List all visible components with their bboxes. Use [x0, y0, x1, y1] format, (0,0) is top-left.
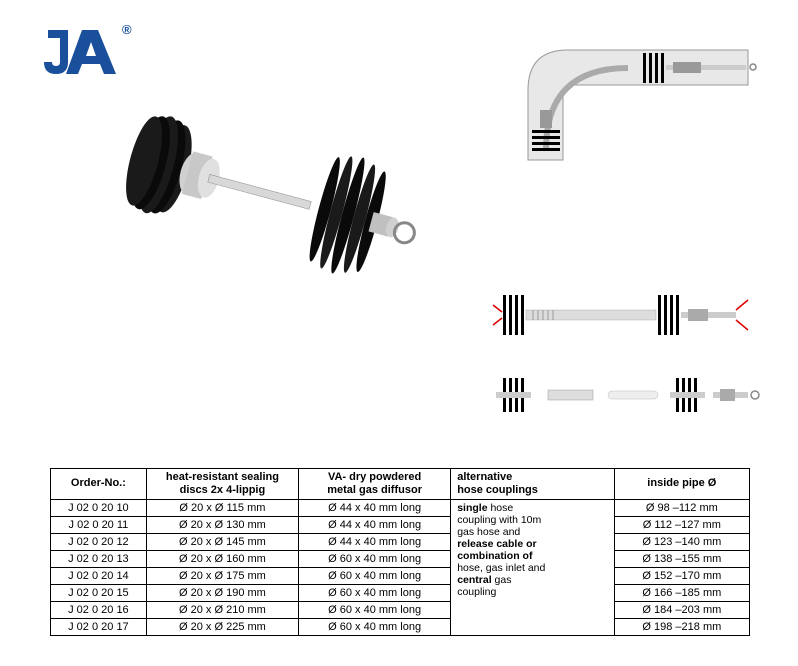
table-row: J 02 0 20 14Ø 20 x Ø 175 mmØ 60 x 40 mm …	[51, 568, 750, 585]
product-table: Order-No.: heat-resistant sealing discs …	[50, 468, 750, 636]
cell-pipe: Ø 112 –127 mm	[614, 517, 749, 534]
diagram-pipe-elbow	[488, 30, 768, 170]
header-text: heat-resistant sealing	[166, 471, 279, 483]
table-row: J 02 0 20 15Ø 20 x Ø 190 mmØ 60 x 40 mm …	[51, 585, 750, 602]
cell-order: J 02 0 20 10	[51, 500, 147, 517]
cell-order: J 02 0 20 15	[51, 585, 147, 602]
diagram-exploded	[488, 370, 768, 420]
cell-pipe: Ø 98 –112 mm	[614, 500, 749, 517]
cell-diffusor: Ø 60 x 40 mm long	[299, 585, 451, 602]
cell-diffusor: Ø 44 x 40 mm long	[299, 517, 451, 534]
header-text: hose couplings	[457, 484, 538, 496]
cell-sealing: Ø 20 x Ø 160 mm	[146, 551, 298, 568]
brand-logo	[40, 30, 120, 85]
cell-pipe: Ø 166 –185 mm	[614, 585, 749, 602]
cell-sealing: Ø 20 x Ø 175 mm	[146, 568, 298, 585]
table-row: J 02 0 20 12Ø 20 x Ø 145 mmØ 44 x 40 mm …	[51, 534, 750, 551]
table-row: J 02 0 20 13Ø 20 x Ø 160 mmØ 60 x 40 mm …	[51, 551, 750, 568]
table-header-diffusor: VA- dry powdered metal gas diffusor	[299, 468, 451, 499]
cell-diffusor: Ø 60 x 40 mm long	[299, 568, 451, 585]
cell-diffusor: Ø 60 x 40 mm long	[299, 551, 451, 568]
table-row: J 02 0 20 11Ø 20 x Ø 130 mmØ 44 x 40 mm …	[51, 517, 750, 534]
cell-pipe: Ø 152 –170 mm	[614, 568, 749, 585]
cell-sealing: Ø 20 x Ø 190 mm	[146, 585, 298, 602]
table-header-order: Order-No.:	[51, 468, 147, 499]
cell-pipe: Ø 198 –218 mm	[614, 619, 749, 636]
table-row: J 02 0 20 16Ø 20 x Ø 210 mmØ 60 x 40 mm …	[51, 602, 750, 619]
cell-diffusor: Ø 60 x 40 mm long	[299, 619, 451, 636]
cell-sealing: Ø 20 x Ø 210 mm	[146, 602, 298, 619]
cell-sealing: Ø 20 x Ø 115 mm	[146, 500, 298, 517]
header-text: VA- dry powdered	[328, 471, 421, 483]
table-header-coupling: alternative hose couplings	[451, 468, 614, 499]
cell-order: J 02 0 20 14	[51, 568, 147, 585]
cell-order: J 02 0 20 11	[51, 517, 147, 534]
cell-diffusor: Ø 44 x 40 mm long	[299, 500, 451, 517]
cell-diffusor: Ø 44 x 40 mm long	[299, 534, 451, 551]
cell-order: J 02 0 20 12	[51, 534, 147, 551]
header-text: alternative	[457, 471, 512, 483]
cell-pipe: Ø 184 –203 mm	[614, 602, 749, 619]
cell-order: J 02 0 20 16	[51, 602, 147, 619]
header-text: discs 2x 4-lippig	[180, 484, 266, 496]
cell-order: J 02 0 20 13	[51, 551, 147, 568]
cell-coupling: single hosecoupling with 10mgas hose and…	[451, 500, 614, 636]
table-header-sealing: heat-resistant sealing discs 2x 4-lippig	[146, 468, 298, 499]
cell-order: J 02 0 20 17	[51, 619, 147, 636]
cell-pipe: Ø 123 –140 mm	[614, 534, 749, 551]
table-row: J 02 0 20 10Ø 20 x Ø 115 mmØ 44 x 40 mm …	[51, 500, 750, 517]
cell-diffusor: Ø 60 x 40 mm long	[299, 602, 451, 619]
cell-pipe: Ø 138 –155 mm	[614, 551, 749, 568]
cell-sealing: Ø 20 x Ø 130 mm	[146, 517, 298, 534]
diagram-straight-pipe	[488, 280, 768, 350]
registered-mark: ®	[122, 22, 132, 37]
cell-sealing: Ø 20 x Ø 145 mm	[146, 534, 298, 551]
table-header-pipe: inside pipe Ø	[614, 468, 749, 499]
table-row: J 02 0 20 17Ø 20 x Ø 225 mmØ 60 x 40 mm …	[51, 619, 750, 636]
product-photo	[60, 100, 430, 320]
header-text: metal gas diffusor	[327, 484, 422, 496]
cell-sealing: Ø 20 x Ø 225 mm	[146, 619, 298, 636]
